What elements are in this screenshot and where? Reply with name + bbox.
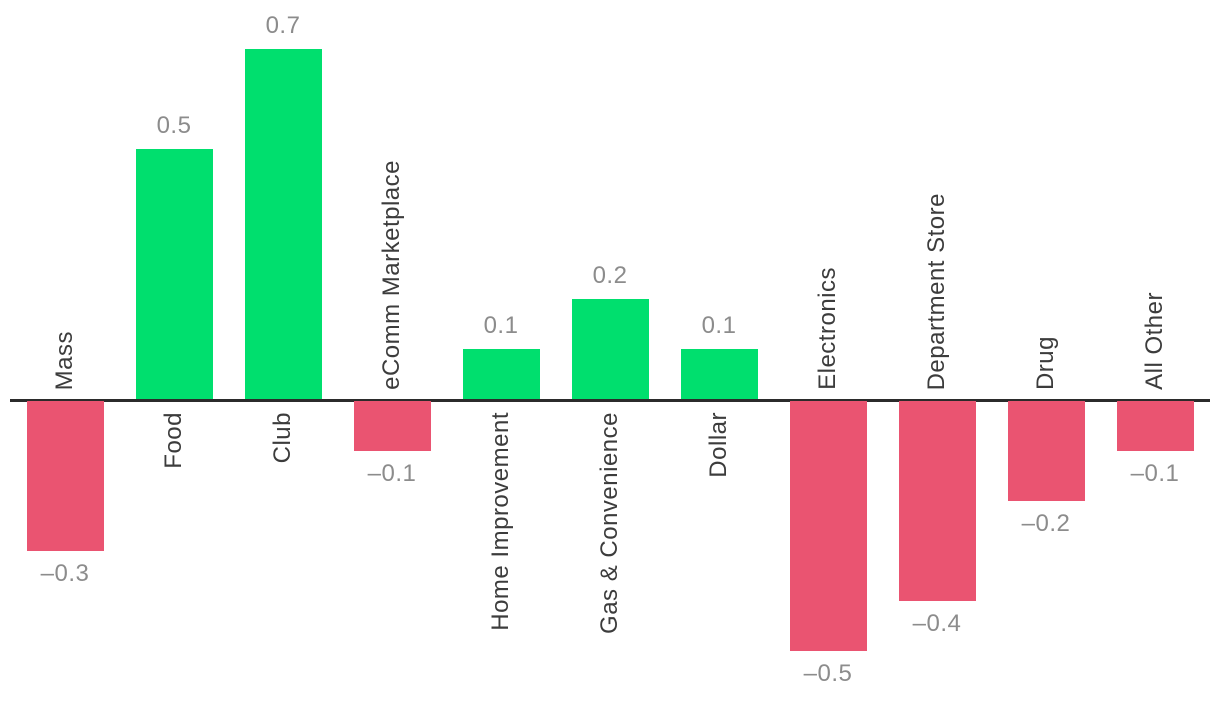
bar-food xyxy=(135,149,213,399)
value-label-food: 0.5 xyxy=(156,112,192,139)
category-label-home-improvement: Home Improvement xyxy=(487,412,514,631)
bar-mass xyxy=(26,401,104,552)
bar-dollar xyxy=(680,349,758,399)
bar-department-store xyxy=(898,401,976,602)
bar-home-improvement xyxy=(462,349,540,399)
bar-all-other xyxy=(1116,401,1194,452)
value-label-home-improvement: 0.1 xyxy=(483,312,519,339)
value-label-gas-convenience: 0.2 xyxy=(592,262,628,289)
bar-gas-convenience xyxy=(571,299,649,399)
value-label-ecomm-marketplace: –0.1 xyxy=(367,460,417,488)
value-label-club: 0.7 xyxy=(265,12,301,39)
category-label-mass: Mass xyxy=(51,330,78,390)
category-label-electronics: Electronics xyxy=(814,267,841,390)
category-label-all-other: All Other xyxy=(1141,292,1168,390)
bar-ecomm-marketplace xyxy=(353,401,431,452)
category-label-drug: Drug xyxy=(1032,335,1059,390)
value-label-all-other: –0.1 xyxy=(1130,460,1180,488)
bar-drug xyxy=(1007,401,1085,502)
category-label-department-store: Department Store xyxy=(923,192,950,390)
value-label-department-store: –0.4 xyxy=(912,610,962,638)
category-label-gas-convenience: Gas & Convenience xyxy=(596,412,623,634)
category-label-food: Food xyxy=(160,412,187,469)
value-label-drug: –0.2 xyxy=(1021,510,1071,538)
category-label-club: Club xyxy=(269,412,296,464)
category-label-ecomm-marketplace: eComm Marketplace xyxy=(378,160,405,390)
bar-electronics xyxy=(789,401,867,652)
value-label-electronics: –0.5 xyxy=(803,660,853,688)
value-label-mass: –0.3 xyxy=(40,560,90,588)
bar-club xyxy=(244,49,322,399)
category-label-dollar: Dollar xyxy=(705,412,732,478)
value-label-dollar: 0.1 xyxy=(701,312,737,339)
x-axis-zero-line xyxy=(10,399,1210,402)
